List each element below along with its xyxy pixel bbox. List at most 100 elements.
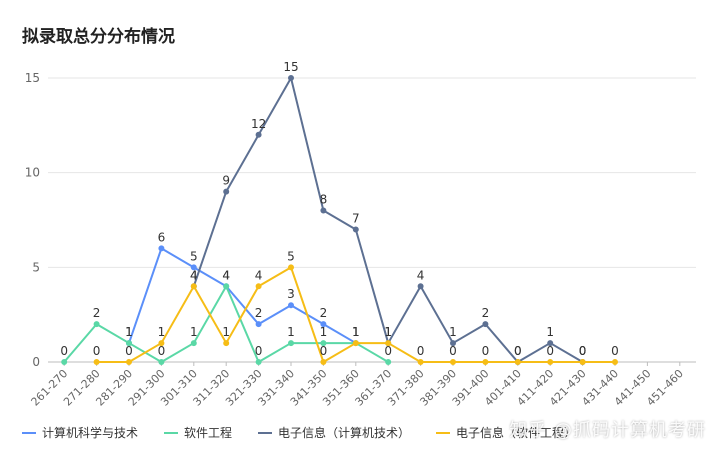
data-label: 0 xyxy=(514,344,522,358)
data-point xyxy=(288,302,294,309)
data-point xyxy=(320,340,327,347)
data-label: 4 xyxy=(255,268,263,282)
data-point xyxy=(547,340,554,347)
data-label: 0 xyxy=(60,344,68,358)
data-label: 4 xyxy=(190,268,198,282)
data-label: 5 xyxy=(190,249,198,263)
data-point xyxy=(158,359,165,365)
legend-label: 电子信息（计算机技术） xyxy=(278,426,411,440)
chart-legend: 计算机科学与技术 软件工程 电子信息（计算机技术） 电子信息（软件工程） xyxy=(22,424,576,441)
data-point xyxy=(514,359,521,365)
data-point xyxy=(126,359,132,365)
data-label: 1 xyxy=(352,325,360,339)
data-label: 0 xyxy=(320,344,328,358)
data-label: 1 xyxy=(352,325,360,339)
data-point xyxy=(482,359,489,365)
data-label: 1 xyxy=(384,325,392,339)
data-point xyxy=(612,359,618,365)
data-label: 0 xyxy=(482,344,490,358)
legend-swatch xyxy=(22,431,36,434)
data-point xyxy=(158,245,165,252)
data-label: 2 xyxy=(482,306,490,320)
watermark: 知乎 @抓码计算机考研 xyxy=(509,420,706,441)
data-label: 9 xyxy=(222,174,230,188)
data-label: 0 xyxy=(158,344,166,358)
data-label: 0 xyxy=(449,344,457,358)
data-label: 2 xyxy=(93,306,101,320)
data-label: 3 xyxy=(287,287,295,301)
data-point xyxy=(417,283,424,290)
legend-item[interactable]: 软件工程 xyxy=(164,424,232,441)
data-label: 0 xyxy=(514,344,522,358)
series-line xyxy=(128,247,357,344)
data-label: 0 xyxy=(611,344,619,358)
data-label: 1 xyxy=(158,325,166,339)
data-label: 1 xyxy=(449,325,457,339)
data-label: 6 xyxy=(158,230,166,244)
data-point xyxy=(190,264,197,271)
legend-label: 电子信息（软件工程） xyxy=(456,426,577,440)
data-label: 1 xyxy=(287,325,295,339)
y-tick-label: 0 xyxy=(32,355,40,369)
legend-item[interactable]: 电子信息（软件工程） xyxy=(436,424,576,441)
data-point xyxy=(255,283,262,290)
data-point xyxy=(352,226,359,233)
data-point xyxy=(482,321,489,328)
data-label: 0 xyxy=(384,344,392,358)
data-label: 1 xyxy=(190,325,198,339)
y-tick-label: 10 xyxy=(25,166,40,180)
data-point xyxy=(126,340,132,347)
series-line xyxy=(96,266,615,363)
data-point xyxy=(385,359,392,365)
data-label: 4 xyxy=(190,268,198,282)
y-tick-label: 15 xyxy=(25,71,40,85)
data-label: 2 xyxy=(320,306,328,320)
data-label: 1 xyxy=(352,325,360,339)
data-label: 4 xyxy=(222,268,230,282)
data-point xyxy=(190,340,197,347)
legend-item[interactable]: 计算机科学与技术 xyxy=(22,424,138,441)
chart-title: 拟录取总分分布情况 xyxy=(22,27,175,47)
data-point xyxy=(288,340,294,347)
data-point xyxy=(93,359,100,365)
data-label: 0 xyxy=(546,344,554,358)
data-label: 0 xyxy=(579,344,587,358)
legend-swatch xyxy=(436,431,451,434)
data-label: 4 xyxy=(222,268,230,282)
legend-swatch xyxy=(164,431,179,434)
data-point xyxy=(320,207,327,214)
data-point xyxy=(385,340,392,347)
legend-item[interactable]: 电子信息（计算机技术） xyxy=(258,424,410,441)
data-point xyxy=(190,283,197,290)
data-label: 0 xyxy=(125,344,133,358)
data-label: 0 xyxy=(93,344,101,358)
legend-swatch xyxy=(258,431,273,434)
data-label: 8 xyxy=(320,193,328,207)
data-point xyxy=(158,340,165,347)
data-label: 1 xyxy=(125,325,133,339)
data-point xyxy=(450,340,456,347)
data-label: 2 xyxy=(255,306,263,320)
data-label: 0 xyxy=(255,344,263,358)
data-label: 1 xyxy=(125,325,133,339)
data-label: 15 xyxy=(283,60,298,74)
data-point xyxy=(223,340,230,347)
data-point xyxy=(547,359,554,365)
data-point xyxy=(255,359,262,365)
data-point xyxy=(579,359,586,365)
data-point xyxy=(61,359,68,365)
data-point xyxy=(255,321,262,328)
data-label: 7 xyxy=(352,211,360,225)
data-label: 0 xyxy=(579,344,587,358)
data-point xyxy=(320,359,327,365)
data-label: 1 xyxy=(320,325,328,339)
data-point xyxy=(223,283,230,290)
y-tick-label: 5 xyxy=(32,260,40,274)
legend-label: 软件工程 xyxy=(184,426,233,440)
data-point xyxy=(450,359,456,365)
data-point xyxy=(288,264,294,271)
data-label: 5 xyxy=(287,249,295,263)
data-point xyxy=(255,131,262,138)
